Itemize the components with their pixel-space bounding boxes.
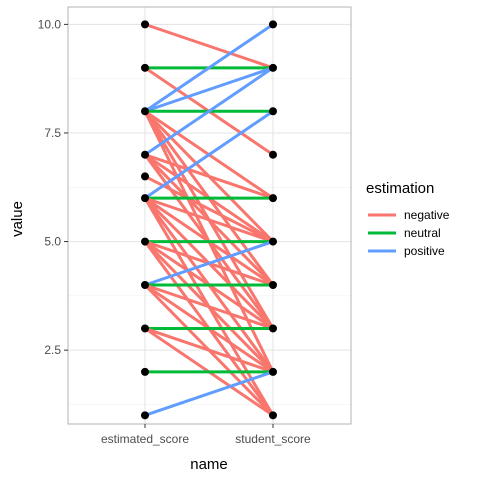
y-tick-label: 10.0 — [38, 17, 62, 31]
segment-positive — [144, 66, 274, 113]
legend-title: estimation — [366, 180, 434, 197]
data-point — [141, 324, 149, 333]
legend-label: neutral — [404, 226, 441, 240]
segment-positive — [144, 66, 274, 156]
data-point — [141, 411, 149, 420]
data-point — [269, 281, 277, 289]
y-axis-title: value — [9, 201, 26, 237]
data-point — [141, 150, 149, 159]
data-point — [269, 20, 277, 29]
segment-positive — [144, 110, 274, 200]
data-point — [141, 20, 149, 29]
y-tick-label: 5.0 — [44, 235, 61, 249]
segment-positive — [144, 23, 274, 113]
data-point — [141, 63, 149, 72]
segment-negative — [144, 153, 274, 200]
x-tick-label: student_score — [235, 432, 311, 446]
legend-entry: negative — [368, 208, 450, 222]
y-tick-label: 7.5 — [44, 126, 61, 140]
data-point — [269, 237, 277, 246]
data-point — [269, 63, 277, 72]
x-tick-label: estimated_score — [101, 432, 189, 446]
data-point — [141, 237, 149, 246]
segment-negative — [144, 327, 274, 374]
legend-entry: positive — [368, 244, 445, 258]
data-point — [141, 281, 149, 289]
data-point — [269, 150, 277, 159]
segments — [143, 22, 275, 417]
legend: estimation negative neutral positive — [366, 180, 450, 258]
segment-negative — [144, 175, 274, 243]
data-point — [269, 367, 277, 376]
x-axis-title: name — [190, 456, 228, 473]
legend-entries: negative neutral positive — [368, 208, 450, 258]
axes: 2.5 5.0 7.5 10.0 estimated_score student_scor… — [38, 17, 311, 446]
legend-label: negative — [404, 208, 450, 222]
data-point — [269, 324, 277, 333]
legend-label: positive — [404, 244, 445, 258]
data-point — [141, 367, 149, 376]
segment-positive — [144, 370, 274, 417]
y-tick-label: 2.5 — [44, 343, 61, 357]
segment-negative — [144, 283, 274, 330]
data-point — [269, 194, 277, 203]
segment-negative — [144, 196, 274, 243]
points — [141, 20, 277, 420]
data-point — [141, 107, 149, 116]
segment-negative — [144, 22, 274, 70]
legend-entry: neutral — [368, 226, 441, 240]
panel-border — [67, 6, 352, 425]
data-point — [269, 411, 277, 420]
segment-positive — [144, 240, 274, 287]
data-point — [269, 107, 277, 116]
data-point — [141, 194, 149, 203]
data-point — [141, 172, 149, 181]
